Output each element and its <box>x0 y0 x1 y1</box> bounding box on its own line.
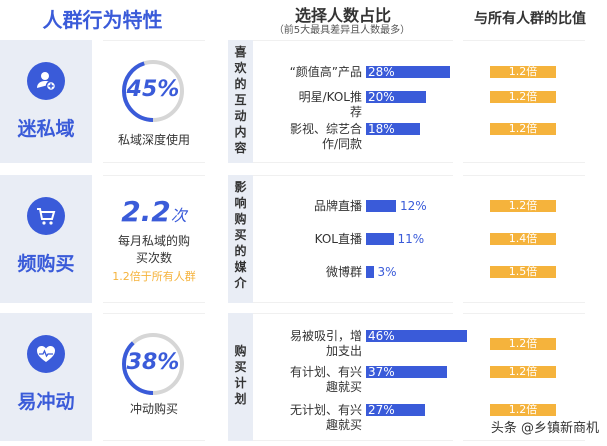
bar-label: 有计划、有兴趣就买 <box>290 365 363 394</box>
ratio-badge: 1.2倍 <box>490 404 556 416</box>
column-subtitle: （前5大最具差异且人数最多） <box>273 25 411 36</box>
segment-name: 频购买 <box>17 253 75 275</box>
bar-value: 12% <box>400 199 427 213</box>
stat-ring <box>122 333 184 395</box>
stat-panel <box>103 313 205 441</box>
bar-value: 20% <box>368 90 395 104</box>
stat-value: 45% <box>126 77 180 102</box>
shopping-cart-icon <box>27 197 65 235</box>
bar-label: 明星/KOL推荐 <box>298 90 362 119</box>
bar-label: 易被吸引，增加支出 <box>290 329 363 358</box>
bar-label: “颜值高”产品 <box>289 65 362 79</box>
bar-label: 微博群 <box>325 265 362 279</box>
segment-panel <box>0 313 92 441</box>
bar-label: 影视、综艺合作/同款 <box>290 122 363 151</box>
ratio-badge: 1.2倍 <box>490 366 556 378</box>
stat-desc: 每月私域的购买次数 <box>117 234 190 265</box>
column-title: 选择人数占比 <box>294 6 391 25</box>
stat-desc: 私域深度使用 <box>117 133 190 147</box>
stat-unit: 次 <box>170 206 187 225</box>
ratio-badge: 1.2倍 <box>490 338 556 350</box>
bar <box>366 91 426 103</box>
bar-value: 28% <box>368 65 395 79</box>
ratio-badge: 1.2倍 <box>490 91 556 103</box>
stat-value: 38% <box>126 350 180 375</box>
bar <box>366 123 420 135</box>
bar <box>366 200 396 212</box>
bar-value: 37% <box>368 365 395 379</box>
ratio-badge: 1.2倍 <box>490 123 556 135</box>
bar-value: 46% <box>368 329 395 343</box>
ratio-badge: 1.2倍 <box>490 66 556 78</box>
segment-panel <box>0 40 92 163</box>
stat-ring <box>122 60 184 122</box>
segment-name: 迷私域 <box>17 118 75 140</box>
bar-value: 27% <box>368 403 395 417</box>
segment-panel <box>0 175 92 303</box>
stat-panel <box>103 175 205 303</box>
bar-label: KOL直播 <box>314 232 362 246</box>
bar-panel <box>253 175 453 303</box>
ratio-badge: 1.4倍 <box>490 233 556 245</box>
stat-panel <box>103 40 205 163</box>
bar-panel <box>253 313 453 441</box>
bar <box>366 366 448 378</box>
bar <box>366 330 468 342</box>
bar <box>366 266 374 278</box>
bar-panel <box>253 40 453 163</box>
bar <box>366 66 450 78</box>
category-label: 购买计划 <box>228 313 253 441</box>
page-title: 人群行为特性 <box>42 8 163 32</box>
segment-name: 易冲动 <box>17 391 75 413</box>
user-plus-icon <box>27 62 65 100</box>
bar-value: 18% <box>368 122 395 136</box>
ratio-panel <box>463 175 585 303</box>
ratio-panel <box>463 40 585 163</box>
bar-label: 品牌直播 <box>313 199 362 213</box>
category-label: 影响购买的媒介 <box>228 175 253 303</box>
category-label: 喜欢的互动内容 <box>228 40 253 163</box>
bar-value: 11% <box>397 232 425 246</box>
ratio-badge: 1.2倍 <box>490 200 556 212</box>
stat-value-wrap: 2.2次 <box>103 195 205 228</box>
stat-ring-fill <box>122 333 184 395</box>
ratio-title: 与所有人群的比值 <box>474 11 586 27</box>
stat-note: 1.2倍于所有人群 <box>112 270 196 283</box>
watermark: 头条 @乡镇新商机 <box>490 421 599 436</box>
ratio-badge: 1.5倍 <box>490 266 556 278</box>
bar-value: 3% <box>377 265 397 279</box>
ratio-panel <box>463 313 585 441</box>
stat-desc: 冲动购买 <box>129 402 178 416</box>
heart-pulse-icon <box>27 335 65 373</box>
bar <box>366 404 426 416</box>
stat-ring-fill <box>122 60 184 122</box>
bar <box>366 233 394 245</box>
stat-value: 2.2 <box>121 195 171 228</box>
bar-label: 无计划、有兴趣就买 <box>290 403 363 432</box>
